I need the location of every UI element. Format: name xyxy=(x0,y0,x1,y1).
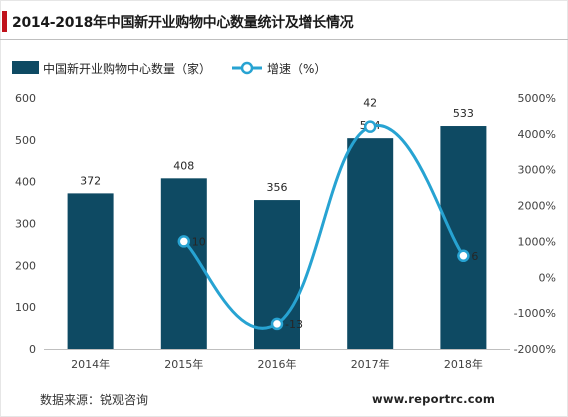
y-right-tick-label: 0% xyxy=(539,271,556,284)
growth-value-label: -13 xyxy=(285,318,303,331)
bar xyxy=(347,138,394,349)
y-left-tick-label: 0 xyxy=(29,343,36,356)
y-right-tick-label: -1000% xyxy=(514,307,556,320)
y-right-tick-label: 1000% xyxy=(518,235,556,248)
title-divider xyxy=(0,39,568,40)
bar-value-label: 372 xyxy=(80,174,101,187)
y-left-tick-label: 600 xyxy=(15,92,36,105)
bar-value-label: 408 xyxy=(173,159,194,172)
y-left-tick-label: 100 xyxy=(15,301,36,314)
growth-line xyxy=(182,123,465,330)
growth-value-label: 6 xyxy=(471,250,478,263)
growth-value-label: 10 xyxy=(192,235,206,248)
data-source: 数据来源：锐观咨询 xyxy=(40,393,149,407)
y-right-tick-label: -2000% xyxy=(514,343,556,356)
y-left-tick-label: 200 xyxy=(15,259,36,272)
x-tick-label: 2018年 xyxy=(444,357,483,371)
legend-bar-label: 中国新开业购物中心数量（家） xyxy=(43,61,211,76)
growth-point xyxy=(363,120,377,133)
chart-title: 2014-2018年中国新开业购物中心数量统计及增长情况 xyxy=(12,14,354,31)
growth-value-label: 42 xyxy=(363,97,377,110)
y-left-tick-label: 300 xyxy=(15,218,36,231)
y-left-tick-label: 500 xyxy=(15,134,36,147)
y-left-tick-label: 400 xyxy=(15,176,36,189)
x-tick-label: 2016年 xyxy=(258,357,297,371)
bar xyxy=(67,193,114,349)
y-right-tick-label: 2000% xyxy=(518,200,556,213)
y-right-tick-label: 5000% xyxy=(518,92,556,105)
x-tick-label: 2017年 xyxy=(351,357,390,371)
legend-line-marker xyxy=(240,61,254,75)
website-url: www.reportrc.com xyxy=(372,392,496,406)
bar-value-label: 533 xyxy=(453,107,474,120)
legend-bar-swatch xyxy=(12,61,39,74)
y-right-tick-label: 3000% xyxy=(518,164,556,177)
growth-point xyxy=(457,249,470,263)
title-accent-mark xyxy=(2,11,7,32)
y-right-tick-label: 4000% xyxy=(518,128,556,141)
bar xyxy=(440,126,487,349)
bar-value-label: 356 xyxy=(267,181,288,194)
x-tick-label: 2014年 xyxy=(71,357,110,371)
growth-point xyxy=(177,235,191,248)
title-bar: 2014-2018年中国新开业购物中心数量统计及增长情况 xyxy=(2,11,354,32)
legend-line-label: 增速（%） xyxy=(267,62,326,76)
growth-point xyxy=(270,317,284,331)
x-tick-label: 2015年 xyxy=(164,357,203,371)
